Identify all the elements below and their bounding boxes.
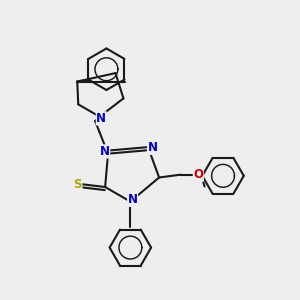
Text: N: N: [96, 112, 106, 125]
Text: N: N: [128, 194, 138, 206]
Text: N: N: [148, 141, 158, 154]
Text: N: N: [100, 145, 110, 158]
Text: O: O: [193, 168, 203, 181]
Text: S: S: [74, 178, 82, 191]
